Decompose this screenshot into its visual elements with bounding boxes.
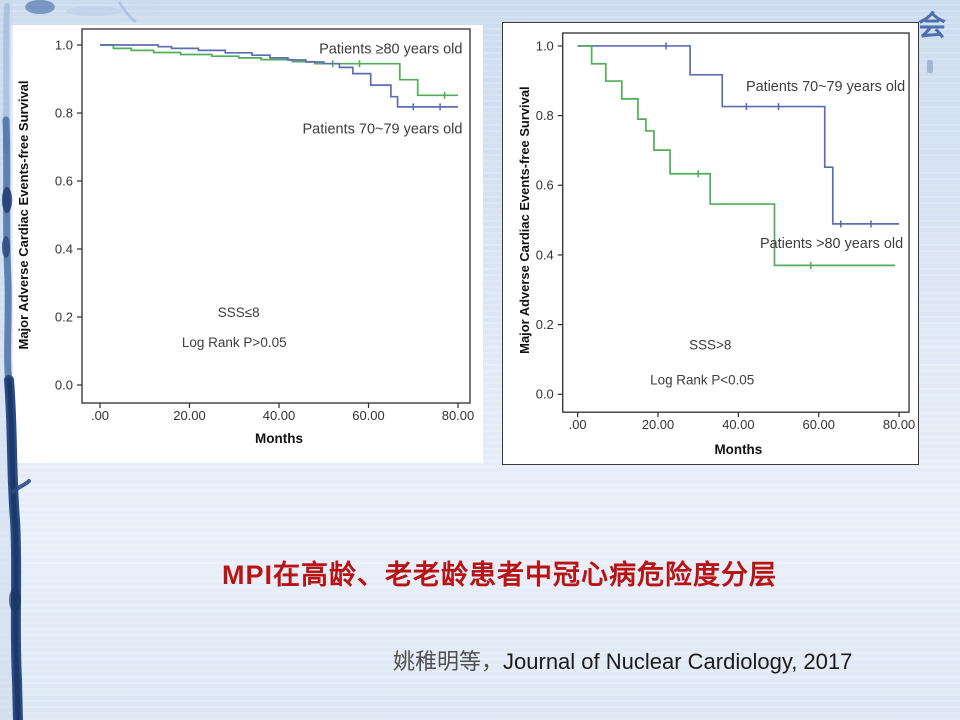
series-label: Patients ≥80 years old — [319, 42, 462, 58]
x-tick-label: 80.00 — [442, 408, 475, 423]
annotation: SSS≤8 — [218, 305, 260, 320]
series-label: Patients 70~79 years old — [746, 79, 905, 95]
x-tick-label: 40.00 — [263, 408, 296, 423]
survival-curve — [577, 45, 896, 267]
branch-twig — [11, 479, 31, 494]
x-tick-label: .00 — [91, 408, 109, 423]
annotation: SSS>8 — [689, 338, 731, 353]
y-tick-label: 0.0 — [55, 378, 73, 393]
leaf-mark — [66, 6, 122, 16]
slide-title: MPI在高龄、老老龄患者中冠心病危险度分层 — [222, 560, 778, 590]
branch-knot — [2, 187, 12, 213]
corner-seal-character: 会 — [918, 10, 947, 41]
km-chart-panel-sss-le8: .00 20.00 40.00 60.00 80.00 0.0 0.2 0.4 0.6 0.8 1.… — [11, 25, 483, 463]
y-tick-label: 0.2 — [55, 310, 73, 325]
annotation: Log Rank P>0.05 — [182, 335, 287, 350]
leaf-mark — [122, 4, 166, 12]
km-chart-sss-le8: .00 20.00 40.00 60.00 80.00 0.0 0.2 0.4 0.6 0.8 1.… — [16, 28, 475, 446]
x-axis-title: Months — [715, 442, 763, 457]
y-tick-label: 0.6 — [55, 174, 73, 189]
x-tick-label: 80.00 — [883, 417, 915, 432]
y-axis-title: Major Adverse Cardiac Events-free Surviv… — [517, 86, 532, 353]
series-label: Patients >80 years old — [760, 236, 903, 252]
x-tick-label: 60.00 — [352, 408, 385, 423]
survival-curve — [100, 44, 458, 108]
survival-curve — [100, 44, 458, 97]
y-tick-label: 0.8 — [55, 106, 73, 121]
y-tick-label: 0.0 — [536, 387, 554, 402]
y-tick-label: 0.2 — [536, 317, 554, 332]
y-tick-label: 0.4 — [536, 247, 554, 262]
branch-core — [6, 377, 21, 720]
ink-branch-art — [0, 0, 31, 720]
x-tick-label: .00 — [569, 417, 587, 432]
annotation: Log Rank P<0.05 — [650, 373, 754, 388]
citation-journal: Journal of Nuclear Cardiology, 2017 — [503, 649, 853, 674]
leaf-stem — [117, 1, 137, 24]
y-tick-label: 1.0 — [55, 38, 73, 53]
series-label: Patients 70~79 years old — [302, 121, 462, 137]
x-tick-label: 40.00 — [722, 417, 754, 432]
y-tick-label: 0.8 — [536, 108, 554, 123]
leaf-mark — [25, 0, 55, 14]
x-tick-label: 20.00 — [173, 408, 206, 423]
citation-authors: 姚稚明等， — [393, 649, 504, 674]
km-chart-sss-gt8: .00 20.00 40.00 60.00 80.00 0.0 0.2 0.4 0.6 0.8 1.… — [517, 32, 915, 457]
y-tick-label: 0.6 — [536, 178, 554, 193]
y-tick-label: 0.4 — [55, 242, 73, 257]
y-tick-label: 1.0 — [536, 38, 554, 53]
x-tick-label: 60.00 — [803, 417, 835, 432]
branch-segment-mid — [2, 116, 13, 389]
plot-frame — [562, 32, 910, 413]
branch-knot — [9, 588, 21, 612]
branch-knot — [2, 236, 10, 258]
km-chart-panel-sss-gt8: .00 20.00 40.00 60.00 80.00 0.0 0.2 0.4 0.6 0.8 1.… — [502, 22, 919, 465]
corner-seal-mark — [927, 60, 933, 73]
x-axis-title: Months — [255, 431, 303, 446]
ink-leaves-art — [25, 0, 166, 24]
x-tick-label: 20.00 — [642, 417, 674, 432]
survival-curve — [577, 45, 900, 225]
citation: 姚稚明等，Journal of Nuclear Cardiology, 2017 — [393, 644, 852, 676]
y-axis-title: Major Adverse Cardiac Events-free Surviv… — [16, 80, 31, 349]
plot-frame — [81, 28, 471, 404]
